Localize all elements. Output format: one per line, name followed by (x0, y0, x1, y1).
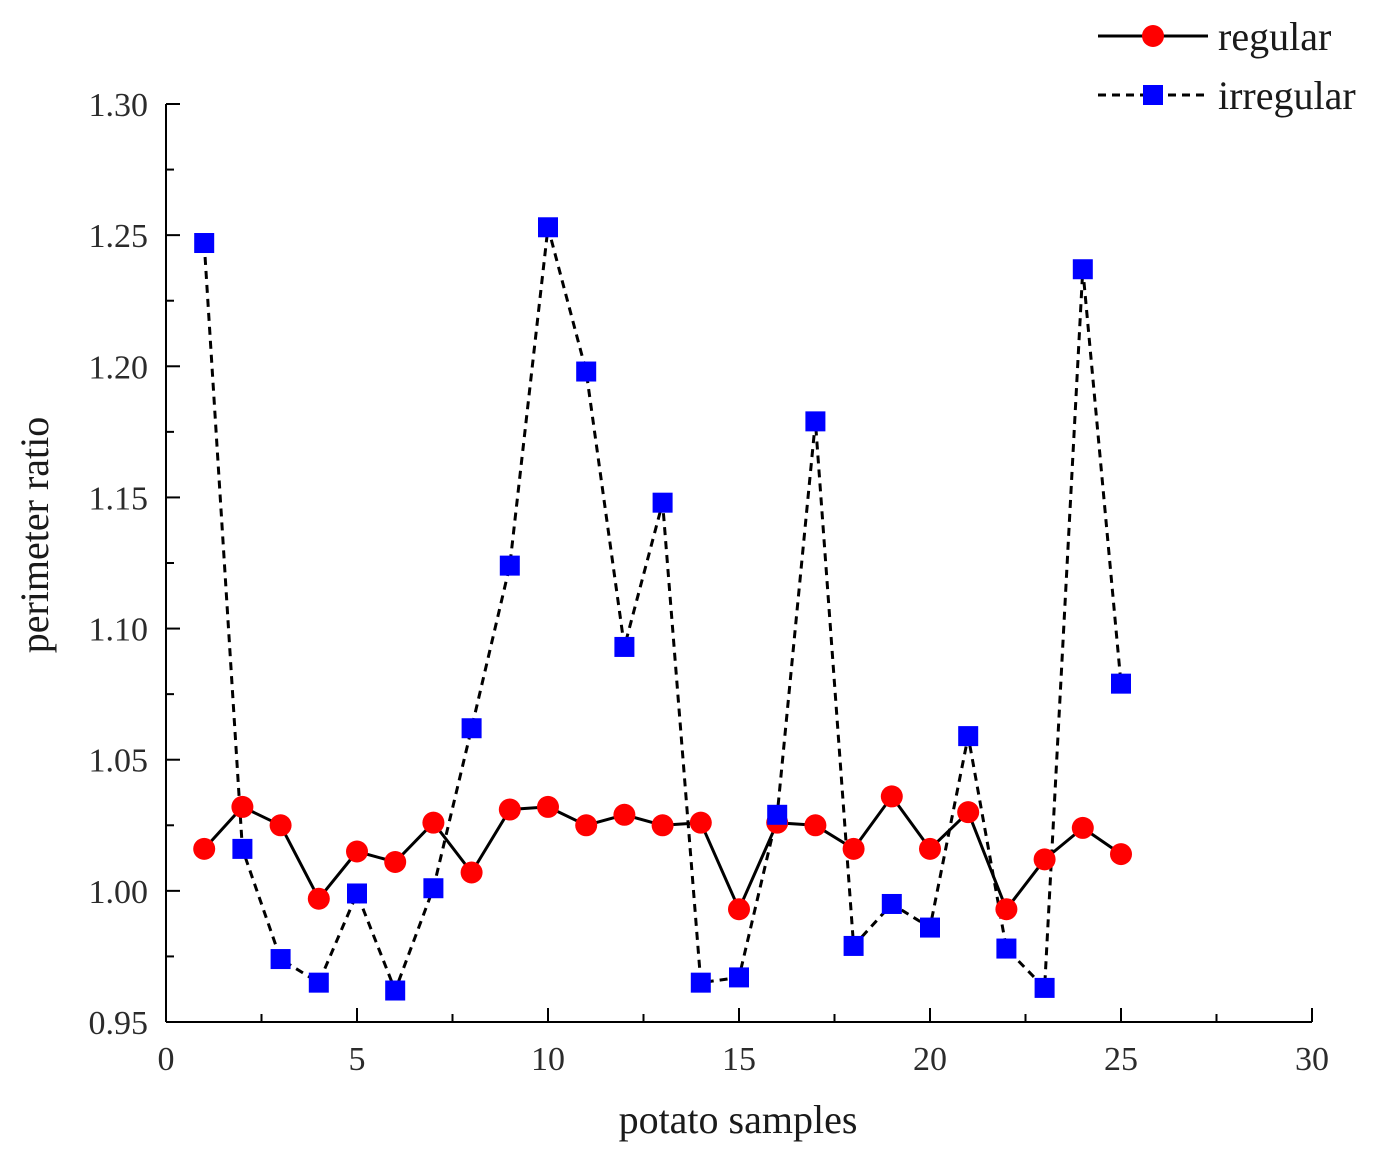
series-lines (202, 225, 1123, 992)
point-irregular (538, 217, 558, 238)
y-tick-label: 1.10 (89, 612, 149, 649)
point-irregular (232, 838, 253, 859)
point-irregular (881, 893, 902, 914)
x-tick-label: 15 (722, 1041, 756, 1078)
y-tick-label: 1.25 (89, 218, 149, 255)
point-regular (995, 898, 1018, 921)
legend-marker-regular (1142, 25, 1164, 47)
point-regular (804, 814, 827, 837)
point-regular (842, 837, 865, 860)
x-axis-title: potato samples (619, 1097, 858, 1142)
point-irregular (690, 972, 711, 993)
point-irregular (1034, 977, 1055, 998)
point-irregular (843, 935, 864, 956)
x-tick-label: 20 (913, 1041, 947, 1078)
axes (165, 104, 1312, 1023)
y-tick-label: 1.05 (89, 743, 149, 780)
y-tick-label: 1.00 (89, 874, 149, 911)
point-irregular (385, 980, 406, 1001)
point-irregular (308, 972, 329, 993)
point-irregular (194, 233, 215, 254)
point-irregular (270, 949, 291, 970)
point-irregular (576, 361, 597, 382)
point-regular (269, 814, 292, 837)
series-line-irregular (202, 225, 1123, 992)
point-regular (957, 801, 980, 824)
point-irregular (958, 726, 979, 747)
point-regular (193, 837, 216, 860)
point-irregular (920, 917, 940, 938)
tick-labels: 0 5 10 15 20 25 30 0.95 1.00 1.05 1.10 1.15 1.20 1.25… (89, 87, 1330, 1078)
x-tick-label: 30 (1295, 1041, 1329, 1078)
legend-label-regular: regular (1218, 14, 1331, 59)
point-irregular (1072, 259, 1093, 280)
y-tick-label: 1.20 (89, 349, 149, 386)
x-tick-label: 25 (1104, 1041, 1138, 1078)
point-regular (346, 840, 368, 863)
point-irregular (652, 492, 673, 513)
point-regular (384, 851, 407, 874)
x-tick-label: 10 (531, 1041, 565, 1078)
point-regular (880, 785, 903, 808)
legend-label-irregular: irregular (1218, 73, 1356, 118)
y-axis-title: perimeter ratio (12, 417, 57, 654)
point-regular (728, 898, 750, 921)
series-line-regular (203, 794, 1122, 911)
y-tick-label: 0.95 (89, 1005, 149, 1042)
point-irregular (347, 883, 367, 904)
x-tick-label: 0 (158, 1041, 175, 1078)
x-tick-label: 5 (349, 1041, 366, 1078)
point-regular (1071, 816, 1094, 839)
point-regular (613, 803, 636, 826)
point-irregular (1111, 673, 1131, 694)
point-irregular (996, 938, 1017, 959)
legend: regular irregular (1098, 14, 1356, 118)
point-regular (651, 814, 674, 837)
point-regular (498, 798, 521, 821)
point-regular (231, 795, 254, 818)
point-regular (919, 837, 941, 860)
point-regular (422, 811, 445, 834)
point-irregular (805, 411, 826, 432)
tick-marks (165, 103, 1313, 1023)
point-regular (537, 795, 559, 818)
point-irregular (729, 967, 749, 988)
y-tick-label: 1.30 (89, 87, 149, 124)
point-regular (1110, 843, 1132, 866)
point-regular (575, 814, 598, 837)
point-irregular (461, 718, 482, 739)
point-irregular (423, 878, 444, 899)
point-regular (1033, 848, 1056, 871)
point-regular (307, 887, 330, 910)
point-regular (460, 861, 483, 884)
point-irregular (767, 804, 788, 825)
legend-marker-irregular (1143, 85, 1163, 105)
y-tick-label: 1.15 (89, 480, 149, 517)
point-irregular (614, 636, 635, 657)
series-markers (193, 217, 1132, 1001)
point-irregular (499, 555, 520, 576)
point-regular (689, 811, 712, 834)
